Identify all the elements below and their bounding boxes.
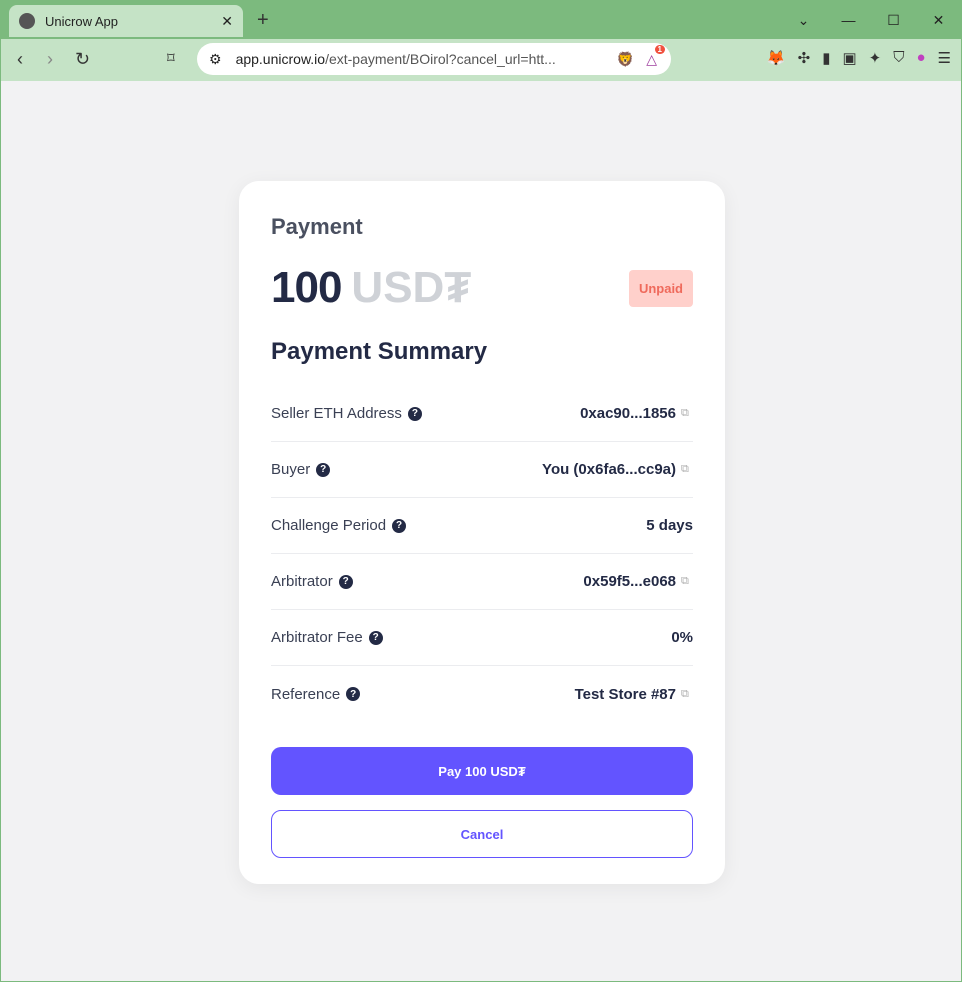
help-icon[interactable]: ?	[392, 518, 407, 533]
summary-row: Arbitrator? 0x59f5...e068 ⧉	[271, 554, 693, 610]
row-value: 0%	[671, 629, 693, 646]
summary-row: Buyer? You (0x6fa6...cc9a) ⧉	[271, 442, 693, 498]
row-value: Test Store #87	[574, 685, 676, 703]
summary-row: Challenge Period? 5 days	[271, 498, 693, 554]
summary-title: Payment Summary	[271, 338, 488, 365]
rewards-icon[interactable]: △ 1	[646, 44, 665, 68]
site-settings-icon[interactable]: ⚙	[209, 50, 222, 67]
leo-icon[interactable]: ✦	[868, 50, 882, 67]
copy-icon[interactable]: ⧉	[681, 575, 689, 587]
row-value: 5 days	[646, 517, 693, 534]
row-value: 0xac90...1856	[580, 405, 676, 422]
row-value: You (0x6fa6...cc9a)	[542, 461, 676, 478]
browser-tab[interactable]: Unicrow App ✕	[9, 5, 243, 37]
brave-shield-icon[interactable]: 🦁	[616, 50, 635, 67]
extensions-icon[interactable]: ✣	[797, 50, 811, 67]
close-window-button[interactable]: ✕	[932, 11, 945, 28]
browser-toolbar: ‹ › ↻ ⌑ ⚙ app.unicrow.io/ext-payment/BOi…	[1, 39, 961, 81]
reload-icon[interactable]: ↻	[75, 49, 91, 69]
summary-row: Seller ETH Address? 0xac90...1856 ⧉	[271, 386, 693, 442]
row-label: Seller ETH Address	[271, 405, 402, 422]
sidebar-icon[interactable]: ▮	[822, 50, 831, 67]
url-host: app.unicrow.io	[235, 51, 326, 67]
tab-title: Unicrow App	[45, 13, 118, 29]
copy-icon[interactable]: ⧉	[681, 463, 689, 475]
wallet-icon[interactable]: ▣	[842, 50, 857, 67]
menu-icon[interactable]: ☰	[937, 50, 951, 67]
globe-icon	[19, 13, 35, 29]
profile-icon[interactable]: ●	[916, 49, 926, 66]
row-label: Arbitrator	[271, 573, 333, 590]
tab-search-icon[interactable]: ⌄	[797, 11, 810, 28]
status-badge: Unpaid	[628, 269, 693, 307]
help-icon[interactable]: ?	[368, 630, 383, 645]
minimize-button[interactable]: —	[841, 12, 856, 28]
copy-icon[interactable]: ⧉	[681, 687, 689, 700]
row-value: 0x59f5...e068	[583, 573, 676, 590]
summary-row: Arbitrator Fee? 0%	[271, 610, 693, 666]
new-tab-button[interactable]: +	[257, 9, 269, 31]
address-bar[interactable]: ⚙ app.unicrow.io/ext-payment/BOirol?canc…	[197, 43, 671, 75]
vpn-icon[interactable]: ⛉	[893, 49, 905, 66]
help-icon[interactable]: ?	[346, 687, 361, 701]
url-path: /ext-payment/BOirol?cancel_url=htt...	[325, 51, 556, 67]
close-tab-icon[interactable]: ✕	[221, 12, 233, 29]
pay-button[interactable]: Pay 100 USD₮	[271, 747, 693, 795]
row-label: Buyer	[271, 461, 311, 478]
bookmark-icon[interactable]: ⌑	[167, 50, 175, 67]
page-title: Payment	[271, 214, 363, 239]
row-label: Challenge Period	[271, 517, 387, 534]
amount-value: 100	[271, 263, 342, 312]
help-icon[interactable]: ?	[316, 462, 331, 477]
help-icon[interactable]: ?	[338, 574, 353, 589]
copy-icon[interactable]: ⧉	[681, 407, 689, 419]
row-label: Reference	[271, 685, 341, 703]
amount-currency: USD₮	[351, 263, 472, 312]
row-label: Arbitrator Fee	[271, 629, 363, 646]
metamask-icon[interactable]: 🦊	[766, 50, 786, 67]
help-icon[interactable]: ?	[407, 406, 422, 421]
notification-count: 1	[654, 44, 665, 54]
tab-bar: Unicrow App ✕ + ⌄ — ☐ ✕	[1, 1, 961, 39]
maximize-button[interactable]: ☐	[887, 11, 900, 28]
summary-row: Reference? Test Store #87 ⧉	[271, 666, 693, 722]
payment-card: Payment 100 USD₮ Unpaid Payment Summary …	[239, 181, 725, 884]
cancel-button[interactable]: Cancel	[271, 810, 693, 858]
forward-icon[interactable]: ›	[47, 49, 53, 69]
back-icon[interactable]: ‹	[17, 49, 23, 69]
